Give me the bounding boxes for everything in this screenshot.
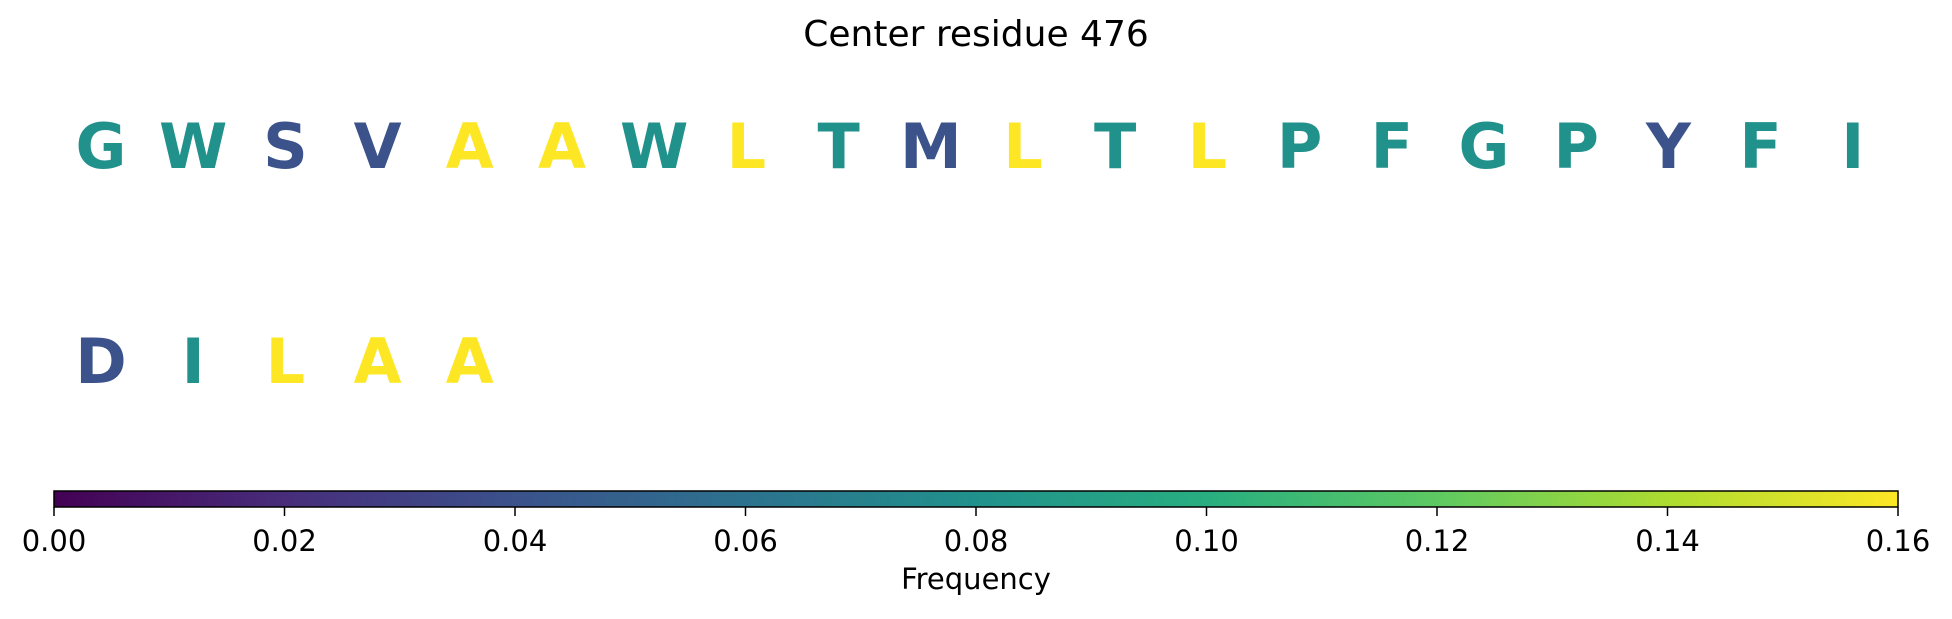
residue-letter: F — [1739, 110, 1781, 183]
colorbar-gradient — [53, 490, 1899, 508]
colorbar-tick-label: 0.06 — [713, 524, 778, 558]
residue-letter: L — [727, 110, 767, 183]
colorbar-label: Frequency — [901, 562, 1051, 596]
residue-letter: A — [446, 110, 494, 183]
residue-letter: T — [1094, 110, 1136, 183]
residue-letter: I — [182, 325, 205, 398]
colorbar-tick-label: 0.14 — [1635, 524, 1700, 558]
residue-letter: L — [1188, 110, 1228, 183]
colorbar-tick-label: 0.00 — [22, 524, 87, 558]
residue-letter: G — [76, 110, 127, 183]
colorbar-tick-label: 0.12 — [1405, 524, 1470, 558]
residue-letter: V — [354, 110, 402, 183]
chart-title: Center residue 476 — [803, 14, 1149, 55]
residue-letter: W — [159, 110, 227, 183]
residue-letter: L — [266, 325, 306, 398]
residue-letter: Y — [1645, 110, 1692, 183]
colorbar-tick-label: 0.16 — [1866, 524, 1931, 558]
colorbar — [53, 490, 1899, 508]
colorbar-tick-label: 0.02 — [252, 524, 317, 558]
residue-letter: W — [620, 110, 688, 183]
residue-letter: T — [817, 110, 859, 183]
residue-letter: D — [75, 325, 126, 398]
residue-letter: P — [1277, 110, 1322, 183]
colorbar-tick-label: 0.08 — [944, 524, 1009, 558]
colorbar-ticks: 0.00 0.02 0.04 0.06 0.08 0.10 0.12 0.14 0.16 — [22, 507, 1931, 558]
residue-letter: A — [446, 325, 494, 398]
residue-letter: L — [1003, 110, 1043, 183]
residue-letters: G W S V A A W L T M L T L P F G P Y F ID I L A A — [75, 110, 1864, 398]
colorbar-tick-label: 0.10 — [1174, 524, 1239, 558]
residue-letter: I — [1841, 110, 1864, 183]
residue-letter: P — [1553, 110, 1598, 183]
residue-letter: A — [538, 110, 586, 183]
residue-letter: S — [263, 110, 308, 183]
residue-letter: M — [900, 110, 962, 183]
colorbar-tick-label: 0.04 — [483, 524, 548, 558]
residue-letter: G — [1459, 110, 1510, 183]
residue-letter: A — [354, 325, 402, 398]
residue-letter: F — [1371, 110, 1413, 183]
